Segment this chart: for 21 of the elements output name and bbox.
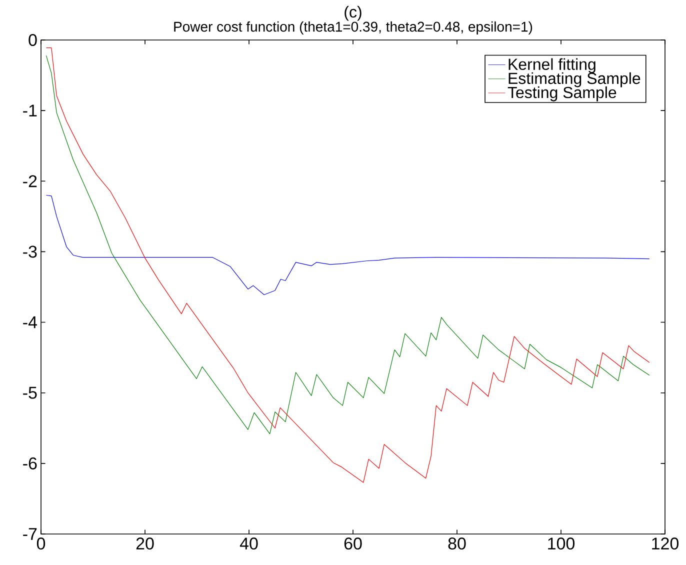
y-tick-label: -1 [23,104,37,116]
chart-title: Power cost function (theta1=0.39, theta2=0.48, epsilon=1) [174,21,532,34]
y-tick-label: -5 [23,386,37,399]
x-tick-label: 120 [652,538,679,550]
text: (c) [344,6,362,21]
x-tick-label: 80 [448,538,466,550]
legend-label: Estimating Sample [508,72,640,88]
y-tick-label: -4 [23,316,37,328]
legend-label: Testing Sample [508,86,616,102]
line-series [46,194,650,296]
y-tick-label: -6 [23,457,37,470]
x-tick-label: 20 [136,538,154,550]
y-tick-label: -2 [23,175,37,188]
x-tick-label: 0 [36,538,46,550]
y-tick-label: -3 [23,246,37,258]
legend-label: Kernel fitting [508,58,596,74]
y-tick-label: -7 [23,528,37,540]
x-tick-label: 100 [548,538,575,550]
x-tick-label: 40 [240,538,258,550]
y-tick-label: 0 [28,34,37,46]
x-tick-label: 60 [344,538,362,550]
